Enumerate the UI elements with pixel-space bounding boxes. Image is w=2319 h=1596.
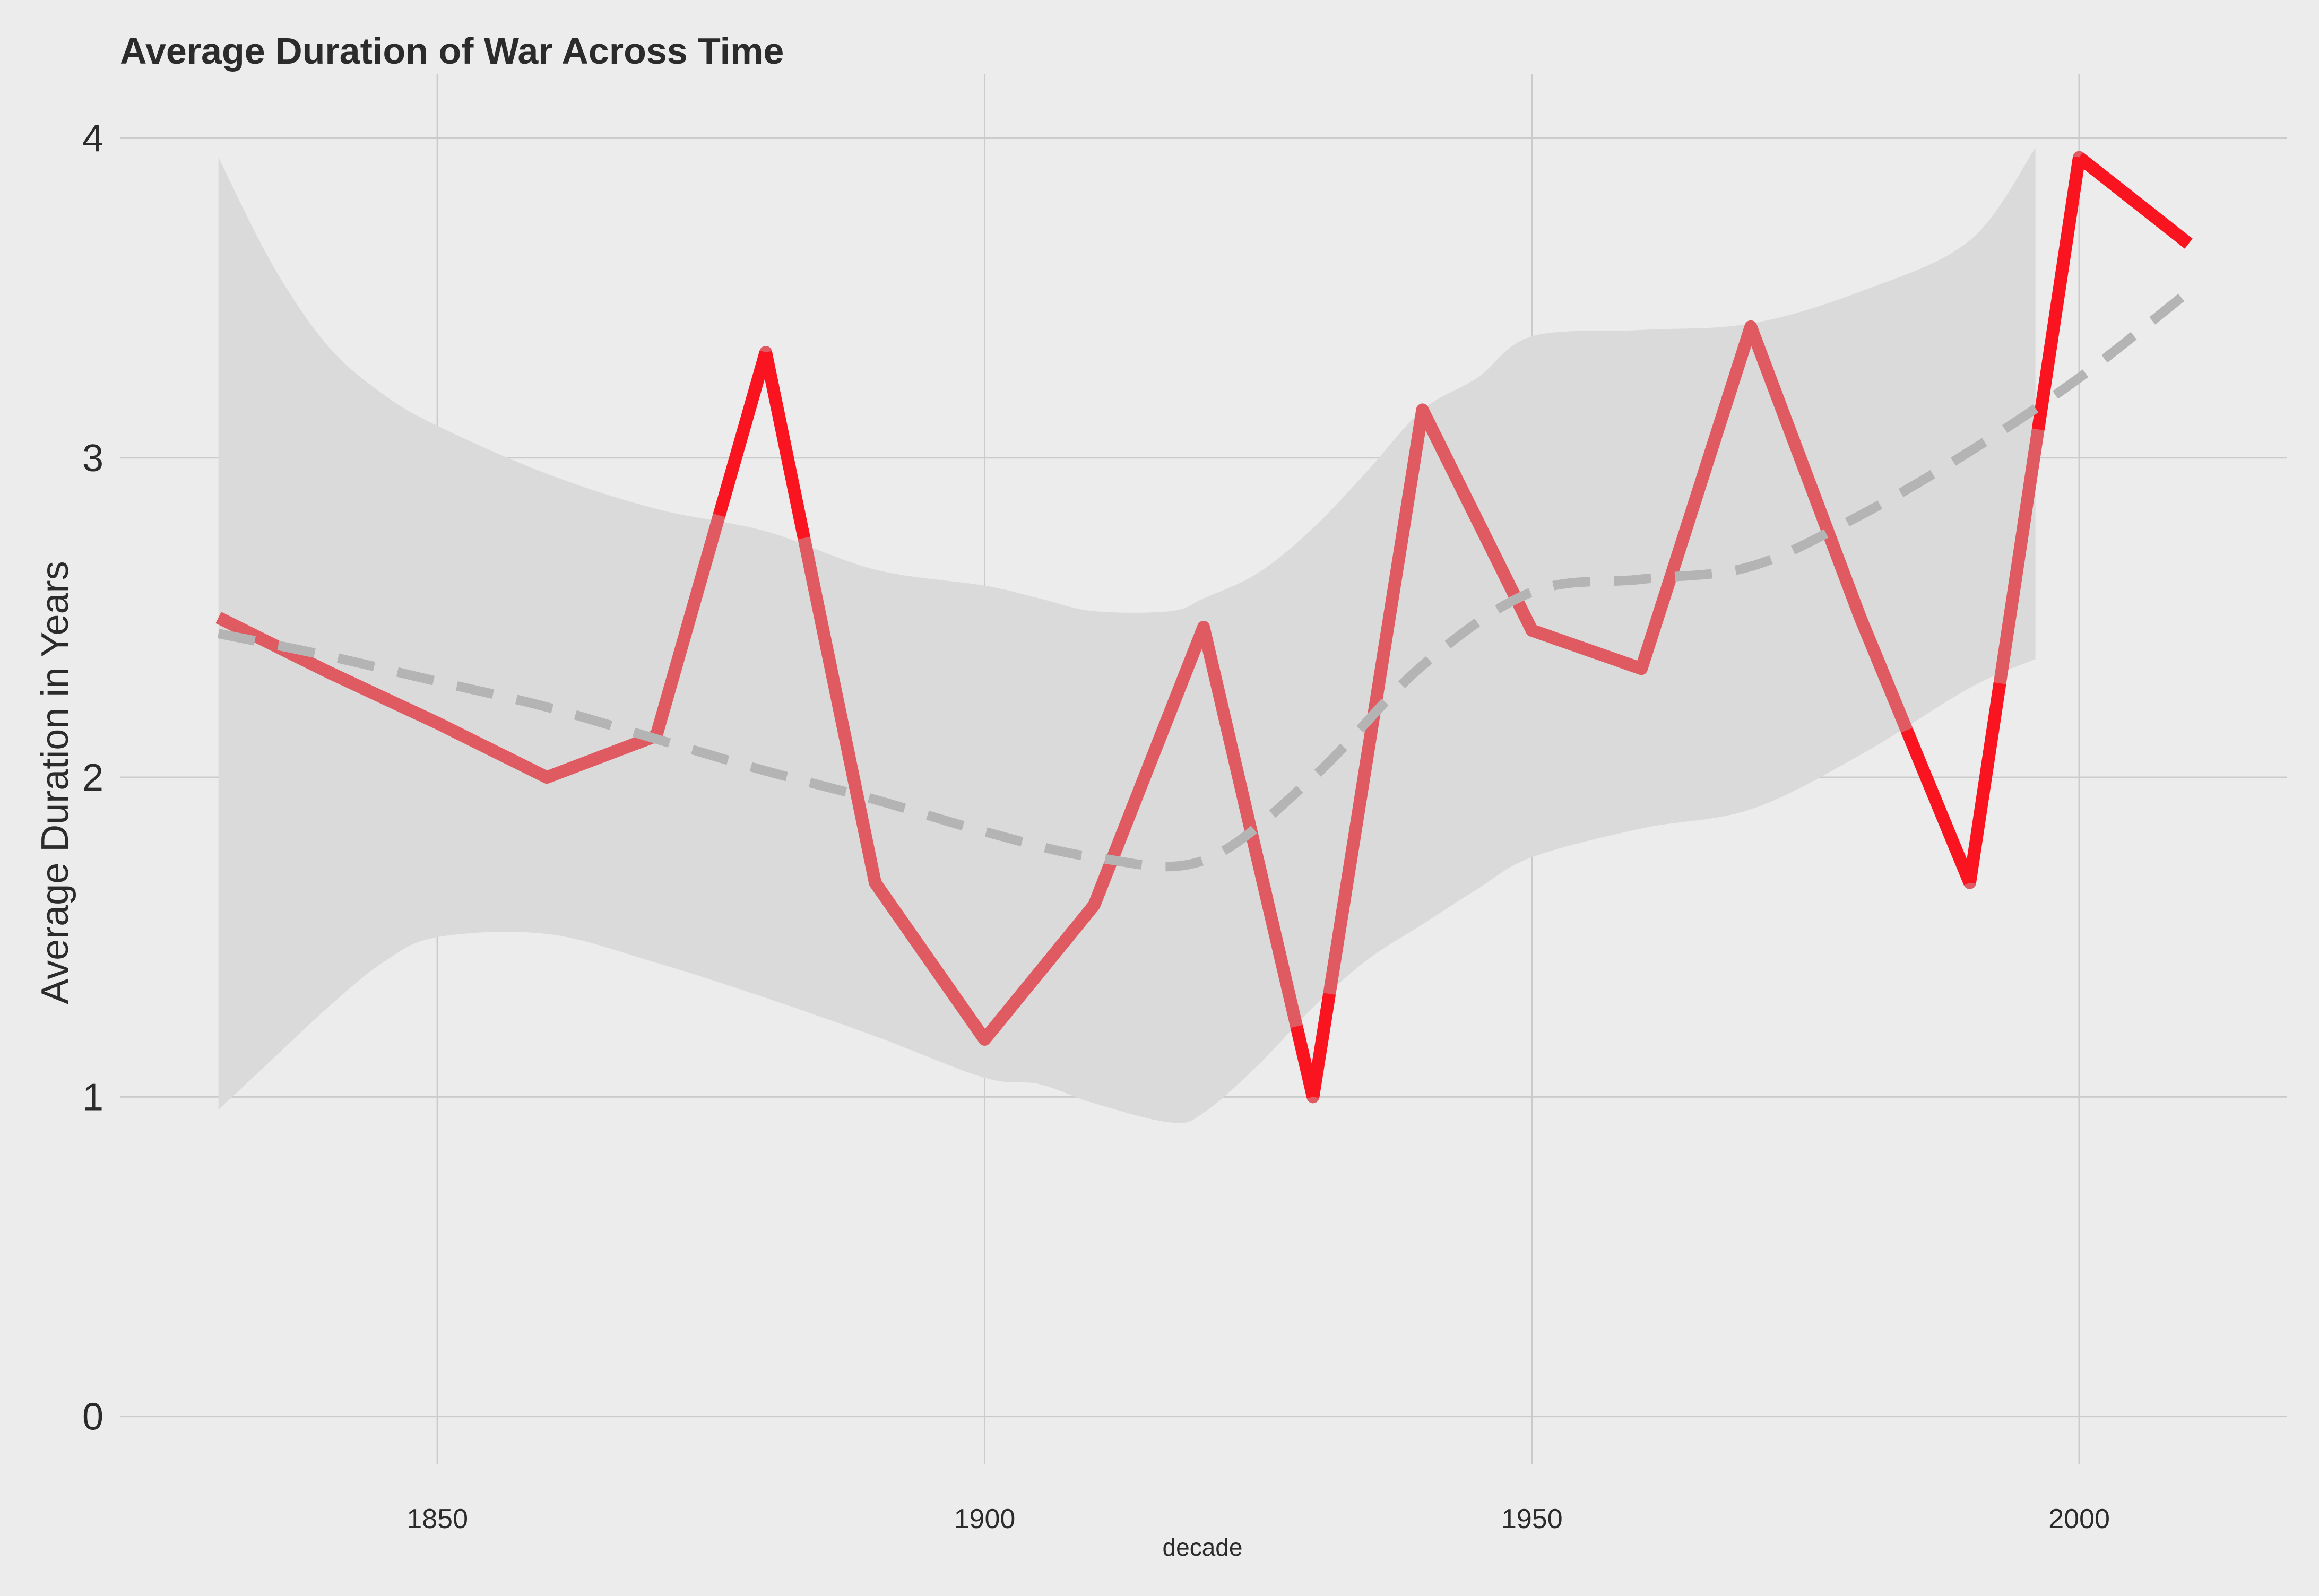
x-tick-labels: 1850 1900 1950 2000 — [406, 1504, 2110, 1534]
series-emphasis-segment-6 — [2031, 156, 2086, 431]
y-tick-label-4: 4 — [82, 117, 103, 160]
x-tick-label-0: 1850 — [406, 1504, 468, 1534]
y-tick-label-3: 3 — [82, 437, 103, 480]
y-tick-label-2: 2 — [82, 757, 103, 799]
series-emphasis-segment-1 — [759, 351, 810, 540]
confidence-ribbon — [218, 148, 2036, 1123]
y-tick-labels: 0 1 2 3 4 — [82, 117, 103, 1438]
series-line — [215, 151, 2193, 1104]
x-axis-label: decade — [1163, 1533, 1243, 1561]
series-emphasis-segment-0 — [713, 350, 772, 517]
y-tick-label-1: 1 — [82, 1076, 103, 1118]
series-emphasis-segment-3 — [1306, 993, 1336, 1098]
series-emphasis-segment-5 — [1963, 682, 2006, 884]
y-tick-label-0: 0 — [82, 1396, 103, 1438]
y-axis-label: Average Duration in Years — [34, 561, 76, 1004]
series-emphasis-segment-4 — [1901, 727, 1976, 886]
series-line-emphasis — [713, 152, 2193, 1099]
series-emphasis-segment-7 — [2075, 152, 2193, 249]
chart-title: Average Duration of War Across Time — [120, 30, 784, 72]
x-tick-label-3: 2000 — [2048, 1504, 2110, 1534]
x-tick-label-2: 1950 — [1501, 1504, 1563, 1534]
x-tick-label-1: 1900 — [954, 1504, 1016, 1534]
trend-line — [217, 288, 2192, 872]
